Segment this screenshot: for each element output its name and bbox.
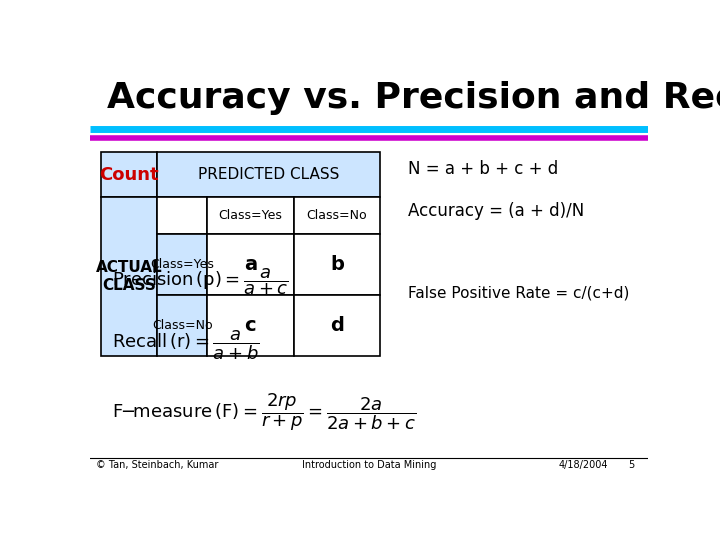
FancyBboxPatch shape (101, 152, 157, 197)
Text: c: c (245, 316, 256, 335)
Text: d: d (330, 316, 344, 335)
Text: False Positive Rate = c/(c+d): False Positive Rate = c/(c+d) (408, 285, 629, 300)
FancyBboxPatch shape (157, 234, 207, 295)
Text: Count: Count (99, 166, 159, 184)
Text: $\mathrm{F\!\!-\!\!measure\,(F)} = \dfrac{2rp}{r+p} = \dfrac{2a}{2a+b+c}$: $\mathrm{F\!\!-\!\!measure\,(F)} = \dfra… (112, 391, 417, 433)
Text: ACTUAL
CLASS: ACTUAL CLASS (96, 260, 163, 293)
Text: 4/18/2004: 4/18/2004 (559, 460, 608, 470)
FancyBboxPatch shape (294, 234, 380, 295)
Text: Accuracy vs. Precision and Recall: Accuracy vs. Precision and Recall (107, 82, 720, 116)
FancyBboxPatch shape (207, 234, 294, 295)
Text: Class=No: Class=No (152, 319, 212, 332)
Text: © Tan, Steinbach, Kumar: © Tan, Steinbach, Kumar (96, 460, 218, 470)
FancyBboxPatch shape (294, 197, 380, 234)
FancyBboxPatch shape (207, 295, 294, 356)
FancyBboxPatch shape (157, 152, 380, 197)
FancyBboxPatch shape (294, 295, 380, 356)
Text: Class=No: Class=No (307, 209, 367, 222)
Text: b: b (330, 255, 344, 274)
FancyBboxPatch shape (157, 197, 207, 234)
Text: $\mathrm{Recall\,(r)} = \dfrac{a}{a+b}$: $\mathrm{Recall\,(r)} = \dfrac{a}{a+b}$ (112, 329, 260, 362)
Text: Class=Yes: Class=Yes (150, 258, 214, 271)
Text: Introduction to Data Mining: Introduction to Data Mining (302, 460, 436, 470)
Text: $\mathrm{Precision\,(p)} = \dfrac{a}{a+c}$: $\mathrm{Precision\,(p)} = \dfrac{a}{a+c… (112, 266, 289, 297)
FancyBboxPatch shape (207, 197, 294, 234)
Text: a: a (244, 255, 257, 274)
Text: Class=Yes: Class=Yes (218, 209, 282, 222)
Text: Accuracy = (a + d)/N: Accuracy = (a + d)/N (408, 202, 585, 220)
FancyBboxPatch shape (101, 197, 157, 356)
Text: 5: 5 (628, 460, 634, 470)
Text: PREDICTED CLASS: PREDICTED CLASS (198, 167, 339, 182)
Text: N = a + b + c + d: N = a + b + c + d (408, 160, 558, 178)
FancyBboxPatch shape (157, 295, 207, 356)
